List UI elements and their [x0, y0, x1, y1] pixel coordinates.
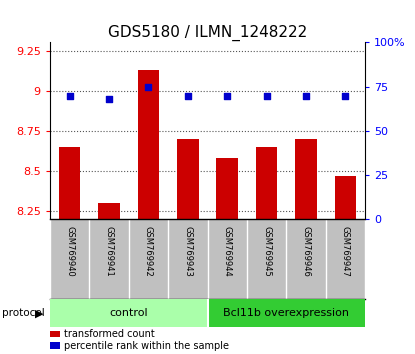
Bar	[137, 70, 159, 219]
Point	[342, 93, 349, 98]
Bar	[334, 176, 356, 219]
Text: GSM769943: GSM769943	[183, 226, 192, 277]
Bar	[256, 147, 278, 219]
Title: GDS5180 / ILMN_1248222: GDS5180 / ILMN_1248222	[108, 25, 307, 41]
Text: GSM769942: GSM769942	[144, 226, 153, 276]
Point	[105, 96, 112, 102]
Text: Bcl11b overexpression: Bcl11b overexpression	[223, 308, 349, 318]
Point	[264, 93, 270, 98]
Bar	[98, 204, 120, 219]
Bar	[177, 139, 199, 219]
Text: GSM769941: GSM769941	[105, 226, 113, 276]
Text: protocol: protocol	[2, 308, 45, 318]
Text: GSM769940: GSM769940	[65, 226, 74, 276]
Text: GSM769947: GSM769947	[341, 226, 350, 277]
Text: ▶: ▶	[35, 308, 44, 318]
Point	[184, 93, 191, 98]
Bar	[216, 158, 238, 219]
Text: transformed count: transformed count	[64, 329, 155, 339]
Bar	[50, 299, 208, 327]
Point	[224, 93, 231, 98]
Text: GSM769944: GSM769944	[223, 226, 232, 276]
Bar	[208, 299, 365, 327]
Point	[66, 93, 73, 98]
Point	[303, 93, 309, 98]
Text: control: control	[109, 308, 148, 318]
Text: percentile rank within the sample: percentile rank within the sample	[64, 341, 229, 350]
Bar	[59, 147, 81, 219]
Point	[145, 84, 152, 90]
Text: GSM769945: GSM769945	[262, 226, 271, 276]
Text: GSM769946: GSM769946	[302, 226, 310, 277]
Bar	[295, 139, 317, 219]
